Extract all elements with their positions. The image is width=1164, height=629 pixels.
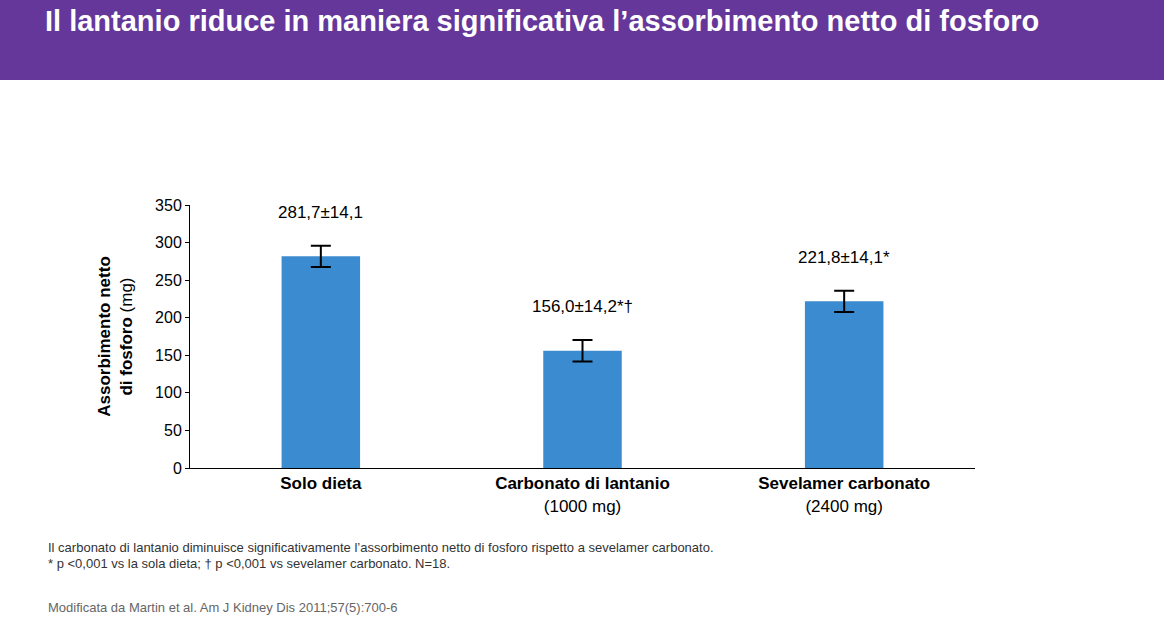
svg-text:200: 200 xyxy=(155,309,182,326)
svg-text:Sevelamer carbonato(2400 mg): Sevelamer carbonato(2400 mg) xyxy=(758,474,930,515)
svg-text:Solo dieta: Solo dieta xyxy=(280,474,362,493)
svg-text:281,7±14,1: 281,7±14,1 xyxy=(278,203,363,222)
svg-text:300: 300 xyxy=(155,234,182,251)
svg-text:150: 150 xyxy=(155,347,182,364)
svg-text:350: 350 xyxy=(155,197,182,214)
svg-text:Assorbimento nettodi fosforo (: Assorbimento nettodi fosforo (mg) xyxy=(95,256,136,417)
svg-text:100: 100 xyxy=(155,384,182,401)
html-text:Il carbonato di lantanio dimin: Il carbonato di lantanio diminuisce sign… xyxy=(48,540,714,555)
svg-text:156,0±14,2*†: 156,0±14,2*† xyxy=(532,297,633,316)
svg-text:250: 250 xyxy=(155,272,182,289)
svg-text:Carbonato di lantanio(1000 mg): Carbonato di lantanio(1000 mg) xyxy=(495,474,670,515)
svg-text:221,8±14,1*: 221,8±14,1* xyxy=(798,248,890,267)
html-text:* p <0,001 vs la sola dieta; †: * p <0,001 vs la sola dieta; † p <0,001 … xyxy=(48,556,451,571)
svg-text:0: 0 xyxy=(173,460,182,477)
svg-text:50: 50 xyxy=(164,422,182,439)
html-text:Il lantanio riduce in maniera: Il lantanio riduce in maniera significat… xyxy=(45,5,1040,37)
html-text:Modificata da Martin et al. Am: Modificata da Martin et al. Am J Kidney … xyxy=(48,600,398,615)
